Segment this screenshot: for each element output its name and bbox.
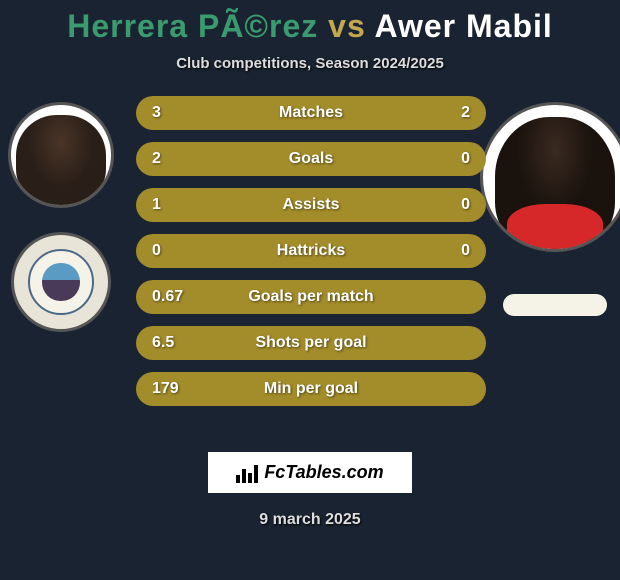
stat-row: 179 Min per goal: [136, 372, 486, 406]
stat-left-value: 6.5: [152, 334, 192, 352]
stat-row: 2 Goals 0: [136, 142, 486, 176]
stat-row: 1 Assists 0: [136, 188, 486, 222]
player2-column: [502, 102, 608, 316]
subtitle: Club competitions, Season 2024/2025: [0, 55, 620, 72]
player2-name: Awer Mabil: [374, 8, 552, 44]
stat-right-value: 0: [430, 150, 470, 168]
footer: FcTables.com 9 march 2025: [0, 452, 620, 529]
stat-label: Min per goal: [264, 380, 358, 398]
stats-list: 3 Matches 2 2 Goals 0 1 Assists 0 0 Hatt…: [136, 96, 486, 406]
stat-row: 3 Matches 2: [136, 96, 486, 130]
player1-name: Herrera PÃ©rez: [67, 8, 318, 44]
comparison-content: 3 Matches 2 2 Goals 0 1 Assists 0 0 Hatt…: [0, 96, 620, 436]
stat-label: Goals per match: [248, 288, 373, 306]
player2-face-placeholder: [495, 117, 616, 249]
stat-label: Shots per goal: [255, 334, 366, 352]
stat-left-value: 1: [152, 196, 192, 214]
player1-avatar: [8, 102, 114, 208]
player1-face-placeholder: [16, 115, 106, 205]
stat-right-value: 0: [430, 196, 470, 214]
stat-label: Hattricks: [277, 242, 345, 260]
stat-label: Assists: [283, 196, 340, 214]
player2-club-badge: [503, 294, 607, 316]
player2-jersey: [507, 204, 604, 252]
stat-right-value: 0: [430, 242, 470, 260]
header: Herrera PÃ©rez vs Awer Mabil Club compet…: [0, 0, 620, 72]
stat-row: 0 Hattricks 0: [136, 234, 486, 268]
page-title: Herrera PÃ©rez vs Awer Mabil: [0, 8, 620, 45]
stat-left-value: 3: [152, 104, 192, 122]
stat-row: 6.5 Shots per goal: [136, 326, 486, 360]
player2-avatar: [480, 102, 620, 252]
brand-badge: FcTables.com: [208, 452, 411, 493]
date: 9 march 2025: [0, 511, 620, 529]
stat-left-value: 179: [152, 380, 192, 398]
stat-left-value: 2: [152, 150, 192, 168]
stat-row: 0.67 Goals per match: [136, 280, 486, 314]
brand-text: FcTables.com: [264, 462, 383, 483]
stat-left-value: 0: [152, 242, 192, 260]
stat-label: Matches: [279, 104, 343, 122]
player1-column: [8, 102, 114, 332]
stat-left-value: 0.67: [152, 288, 192, 306]
stat-label: Goals: [289, 150, 333, 168]
player1-club-badge: [11, 232, 111, 332]
bar-chart-icon: [236, 463, 258, 483]
stat-right-value: 2: [430, 104, 470, 122]
vs-text: vs: [328, 8, 366, 44]
